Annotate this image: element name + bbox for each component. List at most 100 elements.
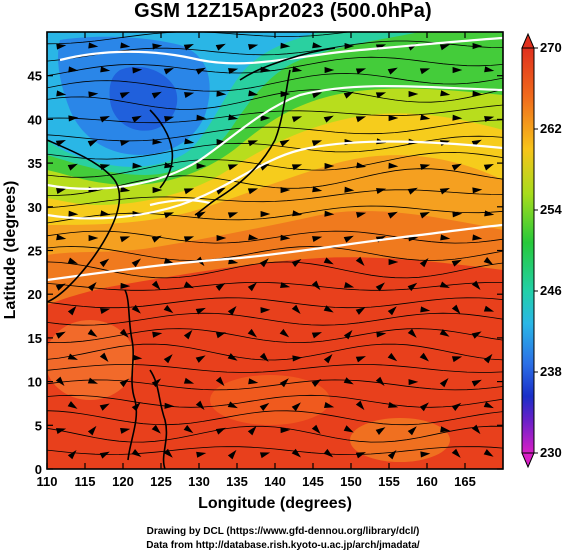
map-title: GSM 12Z15Apr2023 (500.0hPa)	[134, 0, 432, 22]
wind-arrow	[260, 210, 271, 218]
wind-arrow	[311, 280, 321, 291]
wind-arrow	[88, 91, 99, 98]
wind-arrow	[163, 212, 175, 219]
wind-arrow	[196, 114, 207, 121]
wind-arrow	[87, 377, 99, 384]
wind-arrow	[451, 448, 461, 458]
wind-arrow	[440, 234, 451, 241]
wind-arrow	[388, 162, 399, 169]
streamline	[47, 425, 503, 443]
wind-arrow	[120, 140, 131, 146]
x-tick-label: 160	[416, 474, 438, 489]
wind-arrow	[375, 427, 386, 435]
wind-arrow	[375, 282, 385, 292]
x-tick-label: 145	[302, 474, 324, 489]
wind-arrow	[387, 306, 397, 316]
wind-arrow	[195, 400, 205, 411]
wind-arrow	[215, 376, 225, 387]
streamline	[47, 104, 503, 124]
wind-arrow	[151, 235, 162, 243]
wind-arrow	[311, 424, 321, 434]
wind-arrow	[376, 188, 387, 194]
wind-arrow	[344, 186, 355, 193]
wind-arrow	[451, 259, 462, 267]
wind-arrow	[120, 186, 131, 193]
wind-arrow	[484, 116, 495, 122]
wind-arrow	[67, 353, 78, 360]
wind-arrow	[68, 66, 79, 73]
wind-arrow	[311, 379, 322, 387]
wind-arrow	[259, 402, 270, 412]
wind-arrow	[183, 236, 195, 243]
y-axis-ticks: 0 5 10 15 20 25 30 35 40 45	[28, 69, 503, 477]
wind-arrow	[68, 210, 79, 217]
wind-arrow	[419, 68, 431, 75]
wind-arrow	[55, 283, 66, 291]
wind-arrow	[195, 307, 206, 315]
streamline	[47, 73, 503, 92]
wind-arrow	[407, 187, 418, 195]
x-tick-label: 115	[75, 474, 96, 489]
wind-arrow	[56, 188, 67, 194]
wind-arrow	[228, 114, 239, 121]
y-axis-label: Latitude (degrees)	[2, 181, 19, 320]
wind-arrow	[228, 258, 239, 265]
wind-arrow	[355, 68, 367, 75]
wind-arrow	[163, 257, 175, 264]
wind-arrow	[280, 282, 291, 289]
wind-arrow	[151, 424, 161, 434]
wind-arrow	[184, 92, 195, 98]
wind-arrow	[388, 258, 399, 266]
y-tick-label: 10	[28, 375, 42, 390]
streamlines	[47, 32, 503, 460]
wind-arrow	[483, 164, 494, 171]
wind-arrow	[215, 332, 227, 339]
wind-arrow	[387, 449, 397, 460]
wind-arrow	[343, 329, 353, 340]
wind-arrow	[151, 280, 161, 291]
credit-drawing: Drawing by DCL (https://www.gfd-dennou.o…	[146, 526, 420, 537]
wind-arrow	[439, 44, 451, 51]
y-tick-label: 0	[35, 462, 42, 477]
wind-arrow	[183, 377, 195, 384]
wind-arrow	[483, 353, 493, 364]
wind-arrow	[152, 138, 163, 145]
wind-arrow	[119, 378, 130, 388]
wind-arrow	[375, 376, 385, 386]
wind-arrow	[387, 352, 398, 362]
wind-arrow	[67, 163, 78, 171]
wind-arrow	[247, 282, 257, 292]
wind-arrow	[452, 114, 463, 121]
wind-arrow	[120, 42, 131, 49]
wind-arrow	[483, 401, 494, 409]
wind-arrow	[291, 259, 302, 267]
wind-arrow	[483, 305, 495, 312]
wind-arrow	[68, 115, 79, 122]
wind-arrow	[183, 188, 195, 195]
streamline	[47, 119, 503, 142]
white-contours	[47, 36, 503, 282]
wind-arrow	[248, 234, 259, 241]
streamline	[47, 312, 503, 326]
x-tick-label: 130	[188, 474, 210, 489]
streamline	[47, 89, 503, 110]
wind-arrow	[183, 44, 194, 51]
wind-arrow	[100, 66, 111, 73]
wind-arrow	[227, 305, 237, 316]
wind-arrow	[88, 42, 99, 49]
temperature-field	[47, 32, 503, 469]
wind-arrow	[291, 304, 301, 314]
wind-arrow	[215, 282, 226, 292]
wind-arrow	[184, 138, 195, 145]
colorbar-label: 230	[540, 445, 562, 460]
wind-arrow	[216, 234, 227, 242]
wind-arrow	[407, 328, 417, 338]
wind-arrow	[452, 211, 463, 218]
y-tick-label: 5	[35, 418, 42, 433]
streamline	[47, 282, 503, 291]
wind-arrow	[343, 91, 354, 99]
wind-arrow	[164, 116, 175, 122]
wind-arrow	[291, 116, 303, 123]
wind-arrow	[259, 258, 269, 268]
